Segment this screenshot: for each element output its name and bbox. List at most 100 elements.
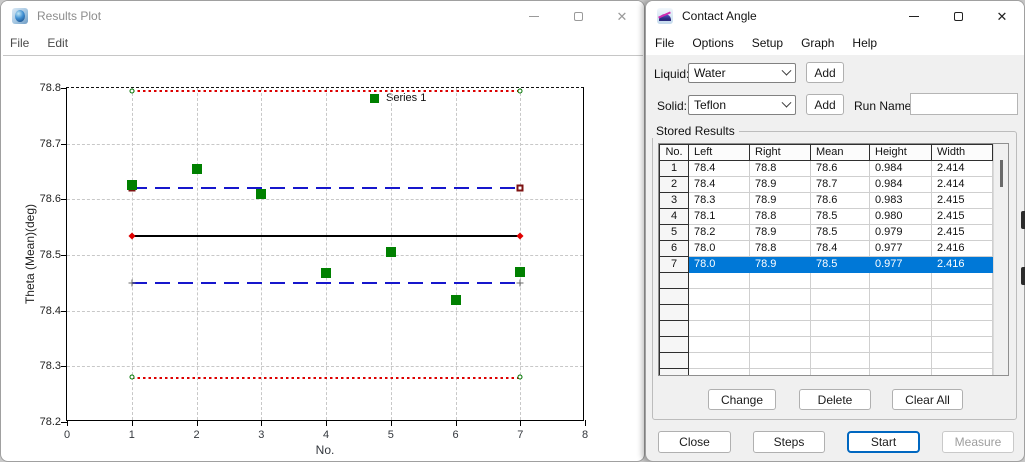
table-row[interactable]: 478.178.878.50.9802.415 — [659, 209, 1008, 225]
table-row[interactable]: 778.078.978.50.9772.416 — [659, 257, 1008, 273]
line-end-marker-circle-green — [129, 375, 134, 380]
column-header-no[interactable]: No. — [659, 144, 689, 161]
menu-graph[interactable]: Graph — [792, 36, 843, 50]
x-tick-label: 1 — [120, 429, 144, 441]
menu-file[interactable]: File — [646, 36, 683, 50]
x-axis-tick — [132, 420, 133, 426]
data-cell: 2.415 — [932, 225, 993, 241]
empty-table-row[interactable] — [659, 305, 1008, 321]
x-axis-tick — [261, 420, 262, 426]
line-end-marker-circle-green — [518, 375, 523, 380]
plot-v-gridline — [520, 88, 521, 420]
close-button[interactable]: ✕ — [600, 1, 644, 31]
data-cell — [750, 353, 811, 369]
measure-button[interactable]: Measure — [942, 431, 1014, 453]
column-header-mean[interactable]: Mean — [811, 144, 870, 161]
table-row[interactable]: 178.478.878.60.9842.414 — [659, 161, 1008, 177]
minimize-icon — [529, 16, 539, 17]
solid-select[interactable]: Teflon — [688, 95, 796, 115]
column-header-right[interactable]: Right — [750, 144, 811, 161]
start-button[interactable]: Start — [847, 431, 920, 453]
y-axis-tick — [61, 255, 67, 256]
x-axis-tick — [520, 420, 521, 426]
maximize-button[interactable] — [936, 1, 980, 31]
data-cell: 78.4 — [811, 241, 870, 257]
data-cell — [689, 353, 750, 369]
row-number-cell — [659, 369, 689, 376]
menu-edit[interactable]: Edit — [38, 36, 77, 50]
x-axis-tick — [326, 420, 327, 426]
empty-table-row[interactable] — [659, 353, 1008, 369]
empty-table-row[interactable] — [659, 273, 1008, 289]
data-cell — [689, 289, 750, 305]
x-axis-title: No. — [67, 443, 583, 457]
data-cell: 78.7 — [811, 177, 870, 193]
maximize-button[interactable] — [556, 1, 600, 31]
empty-table-row[interactable] — [659, 321, 1008, 337]
liquid-select[interactable]: Water — [688, 63, 796, 83]
delete-button[interactable]: Delete — [799, 389, 871, 410]
table-row[interactable]: 378.378.978.60.9832.415 — [659, 193, 1008, 209]
data-cell — [870, 305, 932, 321]
table-row[interactable]: 578.278.978.50.9792.415 — [659, 225, 1008, 241]
table-row[interactable]: 278.478.978.70.9842.414 — [659, 177, 1008, 193]
minimize-button[interactable] — [512, 1, 556, 31]
y-axis-tick — [61, 88, 67, 89]
column-header-width[interactable]: Width — [932, 144, 993, 161]
minimize-button[interactable] — [892, 1, 936, 31]
empty-table-row[interactable] — [659, 289, 1008, 305]
results-plot-titlebar: Results Plot ✕ — [1, 1, 644, 31]
steps-button[interactable]: Steps — [753, 431, 825, 453]
data-cell — [689, 321, 750, 337]
line-end-marker-diamond-red — [517, 232, 524, 239]
menu-file[interactable]: File — [1, 36, 38, 50]
data-cell: 78.5 — [811, 257, 870, 273]
table-row[interactable]: 678.078.878.40.9772.416 — [659, 241, 1008, 257]
column-header-left[interactable]: Left — [689, 144, 750, 161]
column-header-height[interactable]: Height — [870, 144, 932, 161]
menu-options[interactable]: Options — [683, 36, 742, 50]
menu-setup[interactable]: Setup — [743, 36, 792, 50]
solid-add-button[interactable]: Add — [806, 94, 844, 115]
line-end-marker-plus-gray — [128, 279, 135, 286]
minimize-icon — [909, 16, 919, 17]
close-icon: ✕ — [997, 10, 1008, 23]
plot-h-gridline — [67, 144, 583, 145]
data-cell: 2.415 — [932, 193, 993, 209]
data-cell — [932, 369, 993, 376]
data-point — [321, 268, 331, 278]
window-title: Contact Angle — [682, 9, 757, 23]
data-cell — [750, 305, 811, 321]
close-button[interactable]: ✕ — [980, 1, 1024, 31]
results-plot-window: Results Plot ✕ File Edit Theta (Mean)(de… — [0, 0, 645, 462]
empty-table-row[interactable] — [659, 369, 1008, 376]
chevron-down-icon — [782, 97, 792, 107]
background-window-edge-artifact — [1021, 267, 1025, 285]
table-vertical-scrollbar[interactable] — [993, 144, 1008, 375]
empty-table-row[interactable] — [659, 337, 1008, 353]
liquid-add-button[interactable]: Add — [806, 62, 844, 83]
data-cell: 2.414 — [932, 161, 993, 177]
row-number-cell — [659, 273, 689, 289]
data-cell: 78.8 — [750, 209, 811, 225]
run-name-input[interactable] — [910, 93, 1018, 115]
row-number-cell: 6 — [659, 241, 689, 257]
solid-label: Solid: — [654, 99, 687, 113]
clear-all-button[interactable]: Clear All — [892, 389, 963, 410]
close-button-bottom[interactable]: Close — [658, 431, 731, 453]
row-number-cell: 1 — [659, 161, 689, 177]
row-number-cell — [659, 289, 689, 305]
reference-line — [132, 235, 521, 237]
y-tick-label: 78.3 — [19, 360, 61, 372]
data-cell: 0.983 — [870, 193, 932, 209]
menu-help[interactable]: Help — [843, 36, 886, 50]
y-axis-tick — [61, 144, 67, 145]
data-cell: 2.414 — [932, 177, 993, 193]
data-cell: 78.9 — [750, 225, 811, 241]
change-button[interactable]: Change — [708, 389, 776, 410]
maximize-icon — [954, 12, 963, 21]
y-tick-label: 78.4 — [19, 305, 61, 317]
data-cell: 0.984 — [870, 177, 932, 193]
scrollbar-thumb[interactable] — [1000, 160, 1003, 187]
data-cell — [750, 289, 811, 305]
